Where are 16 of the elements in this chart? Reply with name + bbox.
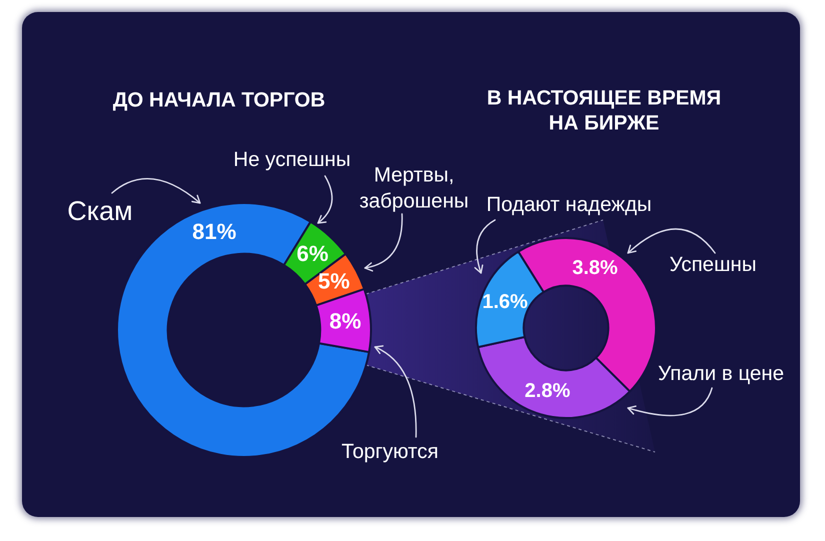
data-label: 2.8% — [524, 380, 570, 402]
slice-label: Успешны — [670, 252, 756, 278]
chart-title: ДО НАЧАЛА ТОРГОВ — [112, 88, 326, 114]
slice-label: Не успешны — [233, 147, 351, 173]
slice-label: Торгуются — [342, 439, 438, 465]
data-label: 6% — [296, 241, 328, 266]
data-label: 8% — [329, 308, 362, 334]
data-label: 3.8% — [572, 257, 618, 280]
data-label: 5% — [318, 268, 350, 294]
data-label: 1.6% — [482, 290, 528, 313]
data-label: 81% — [192, 218, 236, 244]
slice-label: Подают надежды — [486, 192, 652, 218]
slice-label: Скам — [67, 195, 133, 228]
slice-label: Упали в цене — [658, 361, 784, 387]
chart-title: В НАСТОЯЩЕЕ ВРЕМЯ НА БИРЖЕ — [486, 86, 722, 136]
slice-label: Мертвы, заброшены — [358, 162, 470, 214]
